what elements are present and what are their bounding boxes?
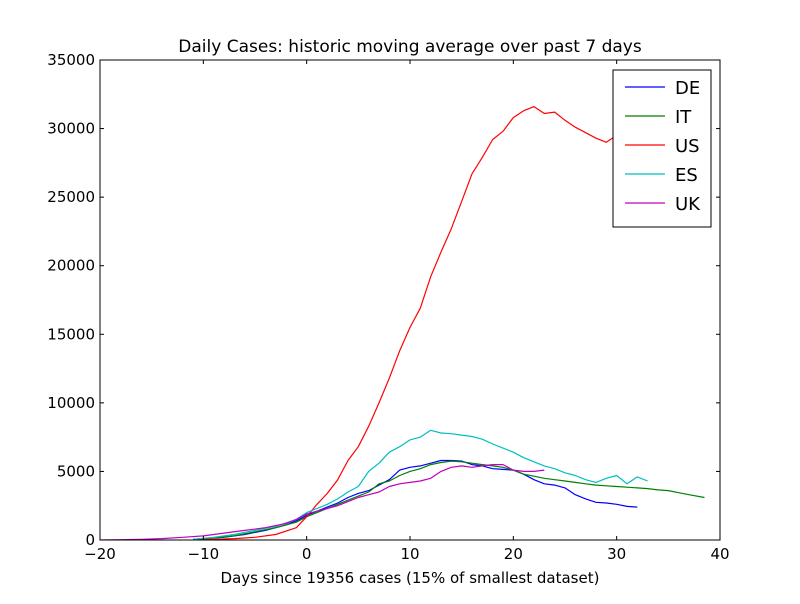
x-tick-label: 30 xyxy=(607,545,626,563)
legend-label-de: DE xyxy=(675,78,700,99)
legend-label-uk: UK xyxy=(675,194,701,215)
series-line-it xyxy=(192,460,705,540)
y-tick-label: 25000 xyxy=(47,188,95,206)
y-tick-label: 20000 xyxy=(47,257,95,275)
series-line-de xyxy=(192,459,638,540)
legend-label-it: IT xyxy=(675,107,692,128)
y-tick-label: 10000 xyxy=(47,394,95,412)
y-tick-label: 35000 xyxy=(47,51,95,69)
series-line-us xyxy=(192,105,628,540)
y-tick-label: 5000 xyxy=(57,462,95,480)
x-tick-label: 0 xyxy=(302,545,312,563)
legend-label-us: US xyxy=(675,136,700,157)
y-tick-label: 15000 xyxy=(47,325,95,343)
legend: DE IT US ES UK xyxy=(612,69,712,228)
x-tick-label: −10 xyxy=(188,545,220,563)
y-tick-label: 30000 xyxy=(47,120,95,138)
x-tick-label: 10 xyxy=(400,545,419,563)
axes: −20 −10 0 10 20 30 40 0 5000 10000 15000 20000 25000… xyxy=(47,51,729,563)
plot-area xyxy=(100,105,705,540)
x-tick-label: 20 xyxy=(504,545,523,563)
x-axis-label: Days since 19356 cases (15% of smallest … xyxy=(221,569,600,587)
x-tick-label: 40 xyxy=(710,545,729,563)
legend-box xyxy=(612,69,712,228)
series-line-es xyxy=(192,429,648,540)
chart-title: Daily Cases: historic moving average ove… xyxy=(178,37,642,57)
series-line-uk xyxy=(100,464,545,540)
legend-label-es: ES xyxy=(675,165,698,186)
x-tick-label: −20 xyxy=(84,545,116,563)
y-tick-label: 0 xyxy=(85,531,95,549)
